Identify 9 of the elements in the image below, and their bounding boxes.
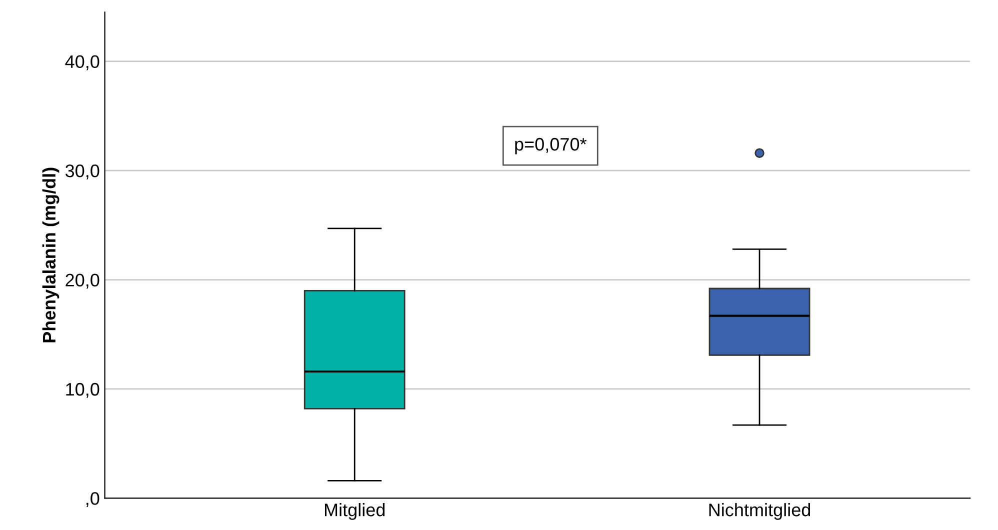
annotation: p=0,070* xyxy=(515,138,587,154)
y-tick-label: ,0 xyxy=(86,492,100,508)
y-tick-label: 20,0 xyxy=(66,274,100,289)
x-tick-label: Mitglied xyxy=(324,503,385,520)
x-tick-label: Nichtmitglied xyxy=(709,503,810,520)
y-tick-label: 40,0 xyxy=(65,55,100,70)
y-tick-label: 30,0 xyxy=(65,164,100,180)
y-axis-title: Phenylalanin (mg/dl) xyxy=(42,168,60,342)
y-tick-label: 10,0 xyxy=(66,382,100,398)
